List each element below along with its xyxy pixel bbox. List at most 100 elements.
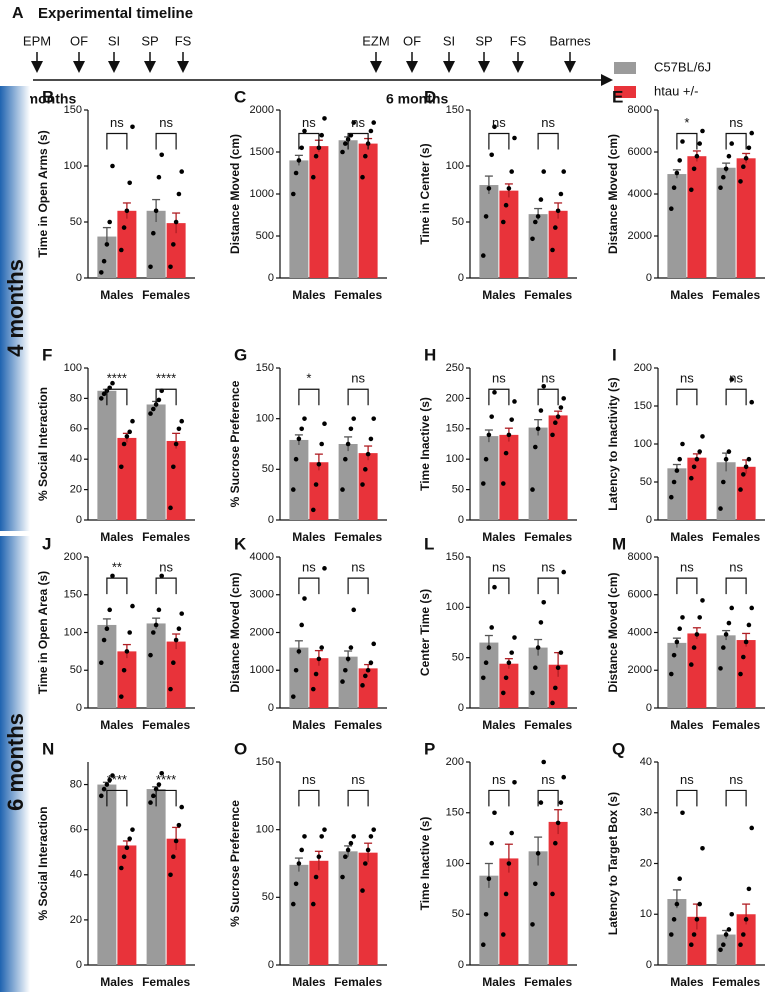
data-point — [168, 872, 173, 878]
data-point — [489, 625, 494, 630]
data-point — [296, 649, 302, 654]
x-tick-label: Males — [482, 975, 516, 989]
data-point — [530, 236, 535, 242]
data-point — [101, 258, 107, 264]
row-label: 6 months — [3, 713, 28, 811]
data-point — [171, 242, 176, 247]
data-point — [503, 202, 509, 208]
significance-label: ns — [159, 560, 173, 575]
data-point — [738, 942, 743, 947]
data-point — [179, 804, 185, 810]
data-point — [293, 881, 299, 887]
data-point — [107, 777, 112, 783]
data-point — [101, 391, 107, 397]
event-label: Barnes — [549, 33, 591, 48]
data-point — [101, 786, 107, 792]
y-tick-label: 50 — [452, 484, 464, 496]
data-point — [749, 605, 755, 611]
data-point — [741, 164, 746, 169]
bar — [97, 784, 117, 965]
significance-bracket — [106, 789, 128, 807]
data-point — [691, 932, 697, 937]
bar — [358, 143, 378, 278]
y-tick-label: 150 — [256, 756, 274, 768]
y-tick-label: 80 — [70, 392, 82, 404]
bar — [309, 146, 329, 278]
data-point — [148, 652, 153, 658]
bar — [528, 427, 548, 520]
data-point — [741, 932, 746, 937]
data-point — [121, 667, 127, 673]
data-point — [743, 917, 749, 922]
bar — [166, 641, 186, 708]
data-point — [368, 128, 374, 134]
y-tick-label: 100 — [256, 413, 274, 425]
data-point — [553, 840, 558, 846]
data-point — [723, 456, 729, 462]
data-point — [168, 505, 173, 511]
x-tick-label: Females — [524, 975, 572, 989]
data-point — [153, 208, 159, 214]
bar — [309, 658, 329, 708]
data-point — [124, 434, 130, 439]
data-point — [130, 827, 135, 832]
data-point — [110, 573, 115, 579]
significance-bracket — [676, 132, 698, 150]
bar — [667, 642, 687, 708]
data-point — [483, 456, 489, 462]
event-label: FS — [175, 33, 192, 48]
data-point — [694, 456, 700, 462]
significance-label: ns — [729, 560, 743, 575]
data-point — [483, 660, 489, 665]
y-tick-label: 3000 — [250, 589, 274, 601]
bar — [338, 851, 358, 965]
data-point — [156, 174, 162, 180]
y-axis-label: % Sucrose Preference — [228, 800, 242, 927]
data-point — [726, 153, 732, 159]
data-point — [371, 120, 377, 125]
row-label: 4 months — [3, 259, 28, 357]
y-tick-label: 0 — [76, 959, 82, 971]
data-point — [729, 141, 735, 146]
data-point — [688, 475, 694, 481]
data-point — [343, 141, 348, 146]
panel-letter: N — [42, 739, 54, 758]
significance-bracket — [676, 388, 698, 406]
data-point — [697, 449, 702, 454]
timeline-title: Experimental timeline — [38, 5, 193, 22]
significance-bracket — [725, 789, 747, 807]
data-point — [746, 456, 752, 462]
data-point — [553, 420, 558, 426]
data-point — [118, 865, 124, 871]
y-tick-label: 0 — [646, 959, 652, 971]
data-point — [738, 671, 743, 677]
data-point — [98, 793, 104, 799]
data-point — [486, 186, 492, 191]
data-point — [151, 630, 156, 635]
data-point — [746, 145, 752, 151]
data-point — [176, 822, 182, 828]
bar — [499, 858, 519, 965]
data-point — [492, 810, 497, 816]
significance-label: **** — [107, 371, 127, 386]
data-point — [535, 426, 541, 432]
x-tick-label: Females — [712, 288, 760, 302]
data-point — [365, 847, 371, 853]
y-tick-label: 4000 — [628, 626, 652, 638]
data-point — [480, 675, 486, 681]
y-axis-label: Distance Moved (cm) — [228, 134, 242, 254]
bar — [687, 633, 707, 708]
panel-letter: L — [424, 534, 434, 553]
y-tick-label: 0 — [646, 514, 652, 526]
data-point — [480, 481, 486, 486]
significance-label: ns — [302, 560, 316, 575]
row-band — [0, 86, 30, 531]
bar — [528, 851, 548, 965]
data-point — [319, 645, 324, 650]
data-point — [319, 441, 324, 447]
data-point — [671, 479, 677, 485]
data-point — [558, 405, 564, 410]
y-tick-label: 10 — [640, 908, 652, 920]
event-label: SI — [108, 33, 120, 48]
bar — [548, 210, 568, 278]
